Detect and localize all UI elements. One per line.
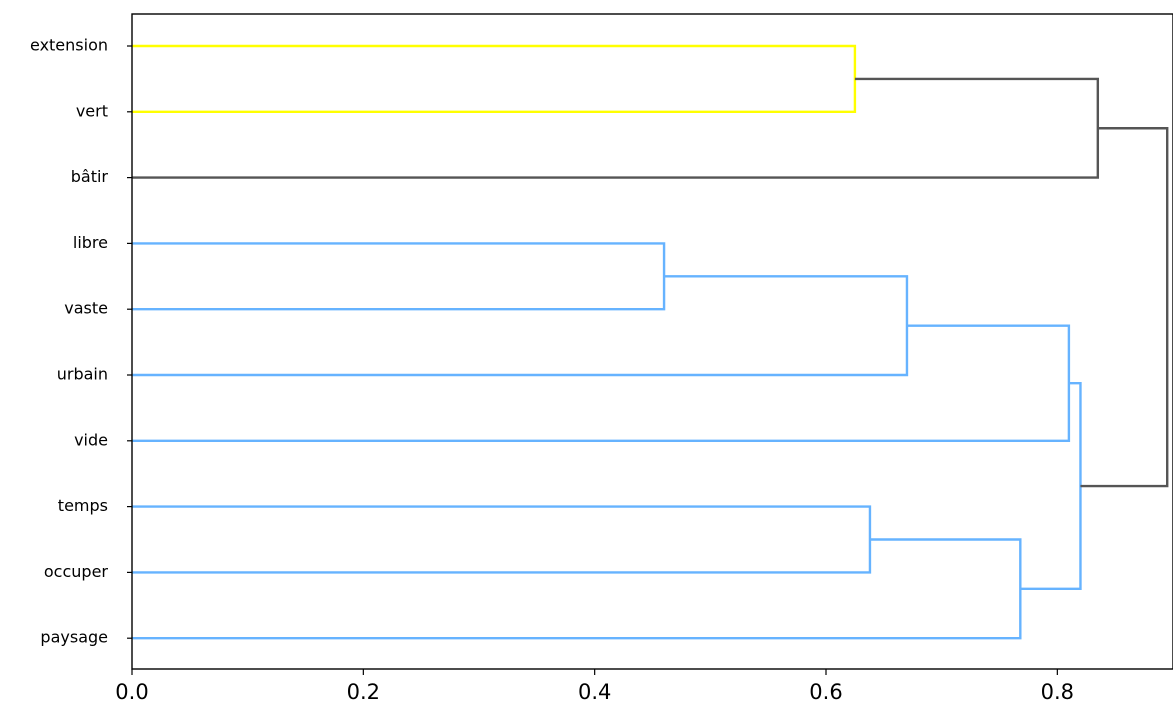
leaf-label-urbain: urbain <box>57 365 108 384</box>
dendrogram-link-m2 <box>132 77 1100 179</box>
x-tick-label: 0.6 <box>809 680 842 704</box>
dendrogram-link-m9 <box>1080 127 1169 488</box>
leaf-label-vide: vide <box>74 430 108 449</box>
leaf-labels: extension vert bâtir libre vaste urbain vide te… <box>30 36 132 647</box>
dendrogram-link-m5 <box>132 324 1071 442</box>
leaf-label-extension: extension <box>30 36 108 55</box>
dendrogram-links <box>132 44 1169 640</box>
x-tick-label: 0.2 <box>347 680 380 704</box>
leaf-label-temps: temps <box>58 496 108 515</box>
dendrogram-link-m7 <box>132 538 1022 640</box>
dendrogram-link-m8 <box>1020 382 1082 591</box>
leaf-label-libre: libre <box>73 233 108 252</box>
dendrogram-link-m4 <box>132 275 909 377</box>
leaf-label-vaste: vaste <box>64 299 108 318</box>
x-tick-label: 0.0 <box>115 680 148 704</box>
dendrogram-link-m1 <box>132 44 857 113</box>
plot-frame <box>131 13 1173 670</box>
dendrogram-link-m3 <box>132 242 666 311</box>
dendrogram-link-m6 <box>132 505 872 574</box>
leaf-label-paysage: paysage <box>40 628 108 647</box>
leaf-label-occuper: occuper <box>44 562 109 581</box>
x-tick-label: 0.4 <box>578 680 611 704</box>
leaf-label-vert: vert <box>76 101 108 120</box>
x-axis: 0.0 0.2 0.4 0.6 0.8 <box>115 669 1074 704</box>
leaf-label-batir: bâtir <box>71 167 109 186</box>
x-tick-label: 0.8 <box>1041 680 1074 704</box>
